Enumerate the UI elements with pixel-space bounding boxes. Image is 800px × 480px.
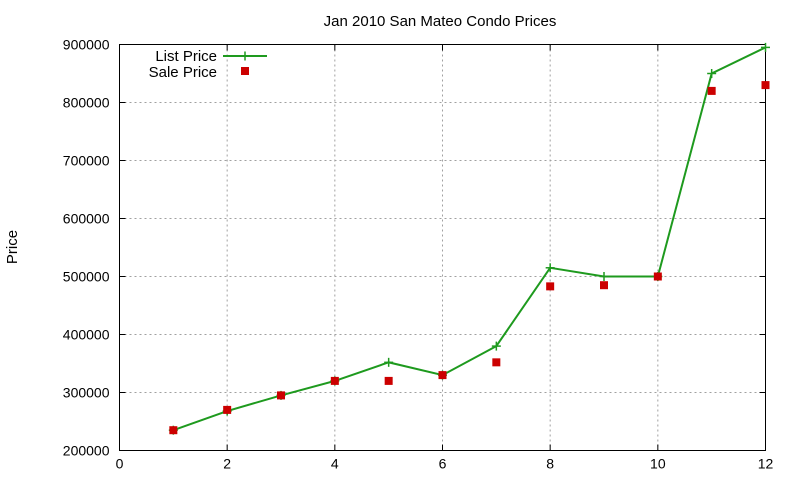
list-price-point bbox=[761, 42, 770, 52]
legend-swatch-list-price-marker bbox=[240, 51, 250, 61]
y-tick-label: 700000 bbox=[63, 153, 110, 169]
sale-price-point bbox=[384, 376, 393, 385]
y-tick-label: 400000 bbox=[63, 327, 110, 343]
plot-frame bbox=[119, 44, 766, 451]
legend-label-list-price: List Price bbox=[155, 48, 217, 65]
axis-ticks: 0 2 4 6 8 10 12 200000 300000 400000 500000 600000 7… bbox=[63, 37, 774, 472]
sale-price-point bbox=[223, 405, 232, 414]
series-layer bbox=[168, 42, 770, 435]
list-price-point bbox=[384, 357, 394, 367]
legend: List Price Sale Price bbox=[149, 48, 267, 81]
sale-price-point bbox=[546, 282, 555, 291]
sale-price-point bbox=[761, 81, 770, 90]
legend-label-sale-price: Sale Price bbox=[149, 64, 217, 81]
x-tick-label: 2 bbox=[223, 456, 231, 472]
y-tick-label: 900000 bbox=[63, 37, 110, 53]
grid bbox=[119, 44, 766, 451]
x-tick-label: 4 bbox=[331, 456, 339, 472]
y-tick-label: 200000 bbox=[63, 443, 110, 459]
list-price-point bbox=[599, 272, 609, 281]
sale-price-point bbox=[438, 371, 447, 380]
sale-price-point bbox=[330, 376, 339, 385]
sale-price-point bbox=[169, 426, 178, 435]
sale-price-point bbox=[653, 272, 662, 281]
y-tick-label: 800000 bbox=[63, 95, 110, 111]
x-tick-label: 6 bbox=[439, 456, 447, 472]
list-price-point bbox=[545, 263, 555, 273]
sale-price-point bbox=[492, 358, 501, 367]
sale-price-point bbox=[277, 391, 285, 400]
legend-swatch-sale-price bbox=[241, 67, 249, 75]
y-tick-label: 300000 bbox=[63, 385, 110, 401]
y-tick-label: 500000 bbox=[63, 269, 110, 285]
y-axis-label: Price bbox=[4, 230, 21, 264]
sale-price-point bbox=[707, 86, 716, 95]
list-price-point bbox=[491, 341, 501, 351]
list-price-point bbox=[707, 69, 717, 78]
sale-price-point bbox=[600, 281, 608, 290]
list-price-line bbox=[172, 46, 766, 432]
x-tick-label: 8 bbox=[546, 456, 554, 472]
y-tick-label: 600000 bbox=[63, 211, 110, 227]
x-tick-label: 10 bbox=[650, 456, 666, 472]
x-tick-label: 0 bbox=[116, 456, 124, 472]
chart-title: Jan 2010 San Mateo Condo Prices bbox=[324, 13, 557, 30]
x-tick-label: 12 bbox=[758, 456, 774, 472]
